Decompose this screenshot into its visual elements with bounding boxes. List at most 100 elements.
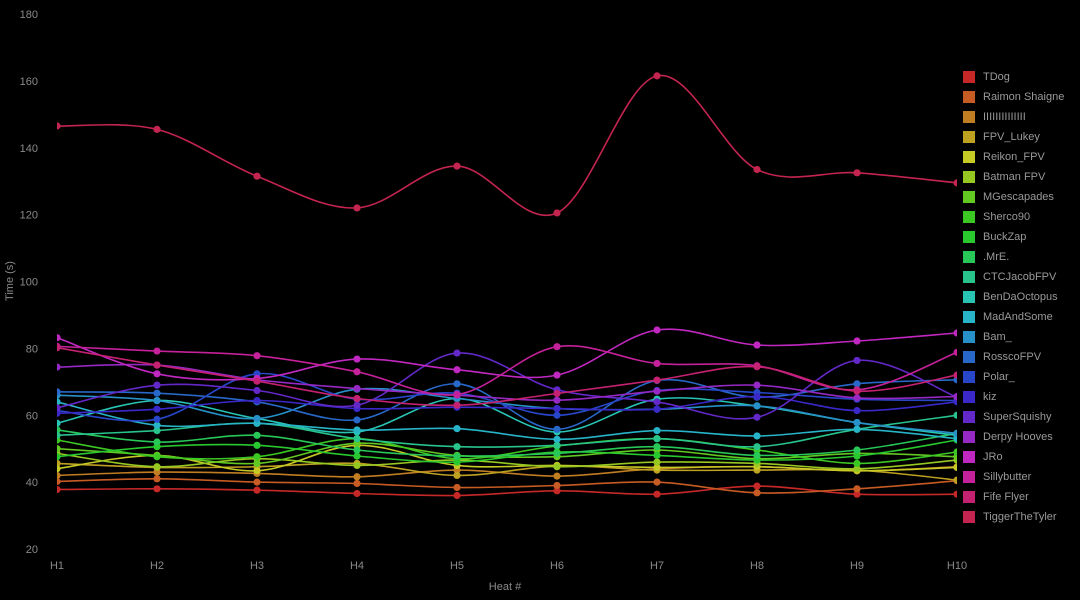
data-point	[57, 419, 61, 427]
data-point	[353, 479, 361, 488]
x-axis-title: Heat #	[488, 581, 522, 593]
data-point	[453, 349, 461, 357]
data-point	[653, 398, 661, 406]
data-point	[553, 472, 561, 480]
series-line-raimon-shaigne	[57, 477, 957, 494]
series-line-rosscofpv	[57, 378, 957, 431]
legend-item[interactable]: RosscoFPV	[963, 347, 1064, 367]
legend-label: kiz	[983, 391, 997, 403]
y-tick-label: 20	[26, 544, 38, 556]
data-point	[653, 405, 661, 413]
data-point	[553, 481, 561, 490]
legend-item[interactable]: .MrE.	[963, 247, 1064, 267]
data-point	[553, 425, 561, 433]
data-point	[153, 381, 161, 389]
data-point	[253, 414, 261, 423]
data-point	[57, 334, 61, 342]
legend-item[interactable]: Fife Flyer	[963, 487, 1064, 507]
legend-item[interactable]: Sillybutter	[963, 467, 1064, 487]
data-point	[753, 392, 761, 401]
data-point	[553, 487, 561, 495]
series-line-bam_	[57, 387, 957, 435]
legend-item[interactable]: BenDaOctopus	[963, 287, 1064, 307]
data-point	[653, 72, 661, 80]
data-point	[353, 355, 361, 363]
legend-item[interactable]: CTCJacobFPV	[963, 267, 1064, 287]
series-line-sherco90	[57, 437, 957, 465]
legend-swatch-icon	[963, 111, 975, 123]
legend-label: IIIIIIIIIIIIII	[983, 111, 1026, 123]
data-point	[853, 394, 861, 402]
data-point	[953, 348, 957, 356]
data-point	[953, 490, 957, 498]
legend-item[interactable]: Reikon_FPV	[963, 147, 1064, 167]
data-point	[553, 463, 561, 471]
data-point	[253, 386, 261, 395]
legend-label: Bam_	[983, 331, 1012, 343]
data-point	[253, 478, 261, 486]
legend: TDog Raimon Shaigne IIIIIIIIIIIIII FPV_Luke…	[963, 67, 1064, 527]
data-point	[853, 380, 861, 388]
y-tick-label: 120	[20, 210, 38, 222]
legend-swatch-icon	[963, 131, 975, 143]
legend-item[interactable]: Bam_	[963, 327, 1064, 347]
legend-swatch-icon	[963, 351, 975, 363]
legend-label: Batman FPV	[983, 171, 1046, 183]
legend-item[interactable]: kiz	[963, 387, 1064, 407]
data-point	[853, 387, 861, 395]
series-line-supersquishy	[57, 352, 957, 420]
legend-swatch-icon	[963, 251, 975, 263]
legend-item[interactable]: FPV_Lukey	[963, 127, 1064, 147]
legend-label: MadAndSome	[983, 311, 1053, 323]
legend-item[interactable]: TiggerTheTyler	[963, 507, 1064, 527]
legend-label: JRo	[983, 451, 1003, 463]
legend-item[interactable]: IIIIIIIIIIIIII	[963, 107, 1064, 127]
data-point	[57, 465, 61, 473]
data-point	[153, 396, 161, 405]
x-tick-label: H7	[650, 560, 664, 572]
data-point	[353, 204, 361, 212]
data-point	[353, 452, 361, 460]
data-point	[353, 435, 361, 443]
data-point	[653, 435, 661, 443]
data-point	[853, 490, 861, 498]
legend-item[interactable]: Raimon Shaigne	[963, 87, 1064, 107]
data-point	[153, 125, 161, 133]
data-point	[553, 435, 561, 443]
data-point	[853, 356, 861, 365]
data-point	[57, 363, 61, 371]
legend-item[interactable]: Batman FPV	[963, 167, 1064, 187]
legend-item[interactable]: Sherco90	[963, 207, 1064, 227]
data-point	[953, 371, 957, 379]
data-point	[553, 396, 561, 404]
data-point	[753, 381, 761, 389]
legend-item[interactable]: Derpy Hooves	[963, 427, 1064, 447]
y-tick-label: 160	[20, 76, 38, 88]
legend-item[interactable]: TDog	[963, 67, 1064, 87]
data-point	[853, 452, 861, 460]
data-point	[253, 453, 261, 461]
x-tick-label: H5	[450, 560, 464, 572]
x-tick-label: H2	[150, 560, 164, 572]
y-tick-label: 60	[26, 410, 38, 422]
data-point	[253, 486, 261, 494]
data-point	[553, 441, 561, 449]
series-line-batman-fpv	[57, 452, 957, 470]
legend-item[interactable]: MadAndSome	[963, 307, 1064, 327]
data-point	[153, 438, 161, 446]
legend-item[interactable]: MGescapades	[963, 187, 1064, 207]
legend-swatch-icon	[963, 271, 975, 283]
legend-item[interactable]: JRo	[963, 447, 1064, 467]
series-line-jro	[57, 328, 957, 381]
data-point	[57, 431, 61, 439]
data-point	[57, 398, 61, 406]
legend-item[interactable]: Polar_	[963, 367, 1064, 387]
data-point	[653, 490, 661, 498]
legend-item[interactable]: BuckZap	[963, 227, 1064, 247]
series-line-fife-flyer	[57, 346, 957, 407]
data-point	[353, 426, 361, 434]
data-point	[653, 458, 661, 466]
data-point	[753, 451, 761, 459]
legend-item[interactable]: SuperSquishy	[963, 407, 1064, 427]
y-tick-label: 180	[20, 9, 38, 21]
